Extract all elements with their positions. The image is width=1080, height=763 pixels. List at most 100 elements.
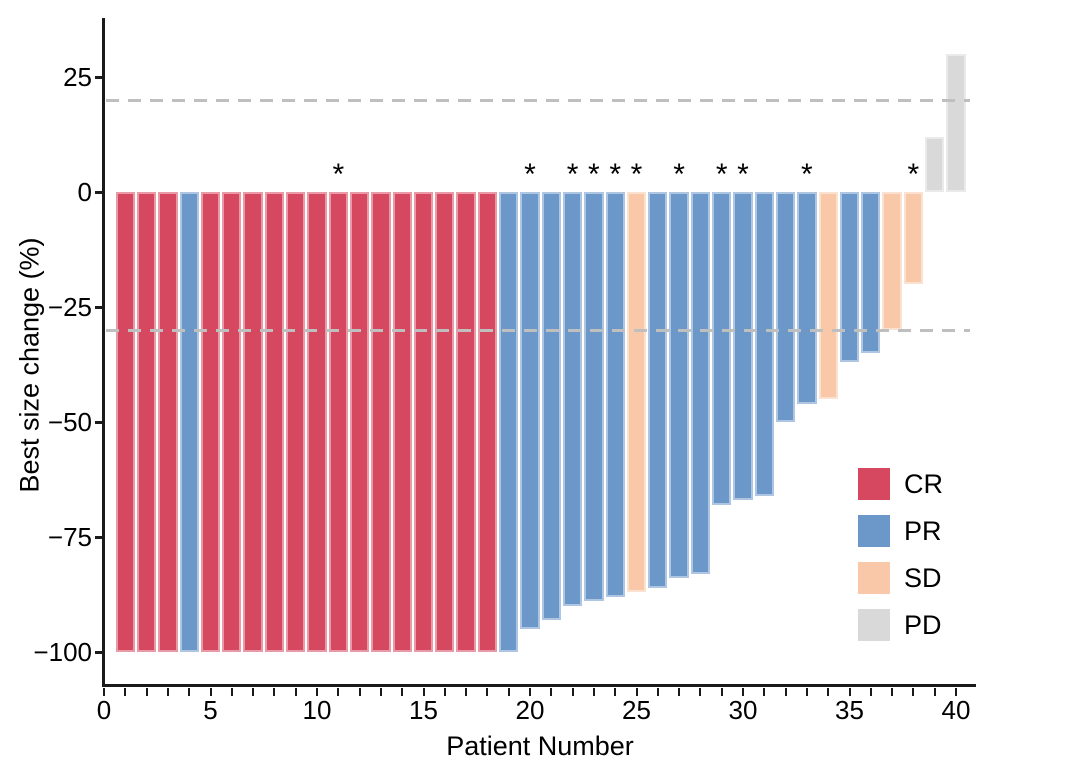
x-tick-34 <box>827 688 830 696</box>
x-tick-20 <box>529 688 531 696</box>
x-axis-title: Patient Number <box>446 731 634 761</box>
bar-patient-31 <box>754 192 774 496</box>
bar-patient-1 <box>115 192 135 652</box>
x-tick-label-30: 30 <box>728 695 758 725</box>
bar-patient-13 <box>371 192 391 652</box>
x-tick-29 <box>720 688 723 696</box>
bar-patient-14 <box>392 192 412 652</box>
x-axis-line <box>102 684 976 687</box>
x-tick-7 <box>252 688 255 696</box>
legend-swatch-CR <box>858 468 890 500</box>
x-tick-12 <box>358 688 361 696</box>
legend-label-PR: PR <box>904 516 942 546</box>
y-tick-label-0: 0 <box>77 177 92 207</box>
bar-patient-40 <box>946 54 966 192</box>
x-tick-25 <box>635 688 638 696</box>
x-tick-31 <box>763 688 766 696</box>
x-tick-32 <box>784 688 787 696</box>
x-tick-14 <box>401 688 404 696</box>
y-tick-label--50: −50 <box>47 407 92 437</box>
x-tick-label-0: 0 <box>96 695 112 725</box>
x-tick-label-10: 10 <box>302 695 332 725</box>
x-tick-11 <box>337 688 340 696</box>
x-tick-39 <box>933 688 936 696</box>
y-tick--25 <box>95 305 103 309</box>
bar-patient-21 <box>541 192 561 620</box>
x-tick-label-40: 40 <box>941 695 971 725</box>
legend-label-CR: CR <box>904 469 943 499</box>
bar-patient-27 <box>669 192 689 579</box>
x-tick-35 <box>848 688 851 696</box>
x-tick-0 <box>103 688 105 696</box>
bar-patient-2 <box>136 192 157 652</box>
x-tick-label-25: 25 <box>622 695 651 725</box>
x-tick-10 <box>316 688 318 696</box>
x-tick-40 <box>955 688 957 696</box>
x-tick-36 <box>869 688 872 696</box>
x-tick-33 <box>805 688 808 696</box>
bar-patient-7 <box>243 192 263 652</box>
x-tick-19 <box>507 688 510 696</box>
x-tick-6 <box>230 688 233 696</box>
threshold-line-20 <box>106 98 970 102</box>
bar-patient-32 <box>775 192 796 422</box>
bar-patient-4 <box>179 192 199 652</box>
y-tick-label--25: −25 <box>47 292 92 322</box>
bar-patient-15 <box>413 192 434 652</box>
x-tick-5 <box>209 688 212 696</box>
x-tick-16 <box>443 688 446 696</box>
x-tick-9 <box>294 688 297 696</box>
y-axis-title: Best size change (%) <box>14 237 45 493</box>
bar-patient-11 <box>328 192 348 652</box>
bar-patient-6 <box>222 192 242 652</box>
x-tick-38 <box>912 688 915 696</box>
x-tick-label-35: 35 <box>835 695 864 725</box>
legend-swatch-SD <box>858 562 890 594</box>
x-tick-17 <box>465 688 468 696</box>
x-tick-26 <box>656 688 659 696</box>
bar-patient-35 <box>839 192 860 363</box>
significance-asterisk-patient-38: * <box>907 158 920 191</box>
legend-swatch-PD <box>858 609 890 641</box>
bar-patient-9 <box>286 192 306 652</box>
x-tick-3 <box>166 688 169 696</box>
bar-patient-29 <box>712 192 732 505</box>
legend-swatch-PR <box>858 515 890 547</box>
significance-asterisk-patient-29: * <box>715 158 728 191</box>
bar-patient-38 <box>903 192 924 284</box>
significance-asterisk-patient-23: * <box>588 158 600 191</box>
x-tick-8 <box>273 688 276 696</box>
x-tick-label-15: 15 <box>409 695 438 725</box>
significance-asterisk-patient-33: * <box>801 158 813 191</box>
bar-patient-37 <box>882 192 902 330</box>
y-axis-line <box>102 18 105 687</box>
bar-patient-20 <box>520 192 540 629</box>
y-tick-0 <box>95 190 103 194</box>
y-tick--50 <box>95 420 103 424</box>
bar-patient-19 <box>499 192 519 652</box>
x-tick-28 <box>699 688 702 696</box>
legend-label-PD: PD <box>904 610 942 640</box>
bar-patient-34 <box>818 192 838 399</box>
x-tick-2 <box>145 688 148 696</box>
significance-asterisk-patient-25: * <box>630 158 643 191</box>
bar-patient-39 <box>925 136 945 192</box>
bar-patient-26 <box>648 192 668 588</box>
bar-patient-36 <box>861 192 881 353</box>
bar-patient-30 <box>733 192 753 501</box>
legend-label-SD: SD <box>904 563 942 593</box>
bar-patient-16 <box>435 192 455 652</box>
y-tick-label--75: −75 <box>47 522 92 552</box>
x-tick-23 <box>592 688 595 696</box>
bar-patient-8 <box>264 192 285 652</box>
bar-patient-12 <box>349 192 370 652</box>
x-tick-label-5: 5 <box>203 695 218 725</box>
y-tick--75 <box>95 535 103 539</box>
x-tick-4 <box>188 688 191 696</box>
bar-patient-10 <box>307 192 327 652</box>
x-tick-1 <box>124 688 127 696</box>
bar-patient-5 <box>200 192 221 652</box>
bar-patient-17 <box>456 192 476 652</box>
y-tick-label--100: −100 <box>33 637 92 667</box>
